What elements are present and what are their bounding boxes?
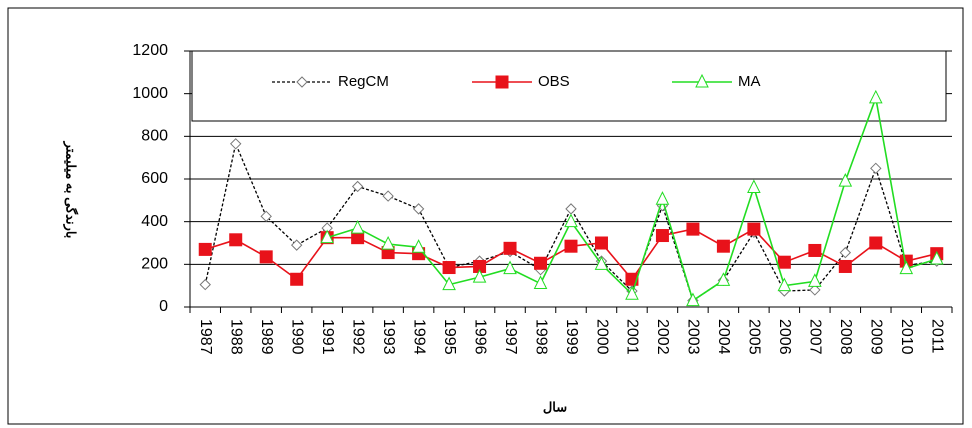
marker bbox=[381, 235, 395, 250]
x-tick-label: 2000 bbox=[593, 319, 610, 355]
x-tick-label: 2010 bbox=[898, 319, 915, 355]
marker bbox=[929, 250, 944, 265]
x-tick-label: 1989 bbox=[258, 319, 275, 355]
marker bbox=[259, 250, 273, 264]
legend-marker bbox=[296, 76, 308, 88]
marker bbox=[655, 191, 670, 205]
marker bbox=[260, 210, 272, 223]
marker bbox=[809, 284, 821, 296]
x-tick-label: 2008 bbox=[837, 319, 854, 355]
marker bbox=[472, 269, 487, 283]
marker bbox=[808, 273, 822, 287]
marker bbox=[869, 236, 883, 250]
x-tick-label: 1996 bbox=[471, 319, 488, 355]
x-tick-label: 2006 bbox=[776, 319, 793, 355]
x-tick-label: 2003 bbox=[685, 319, 702, 355]
y-tick-label: 200 bbox=[141, 256, 168, 273]
x-tick-label: 1991 bbox=[319, 319, 336, 355]
marker bbox=[412, 203, 425, 215]
marker bbox=[290, 272, 304, 286]
marker bbox=[533, 275, 548, 290]
x-tick-label: 1987 bbox=[197, 319, 214, 355]
marker bbox=[594, 256, 609, 270]
x-axis-label: سال bbox=[543, 399, 567, 414]
marker bbox=[442, 276, 456, 291]
marker bbox=[625, 286, 639, 300]
y-tick-label: 600 bbox=[141, 170, 168, 187]
x-tick-label: 2011 bbox=[929, 319, 946, 354]
marker bbox=[716, 272, 731, 286]
x-tick-label: 1994 bbox=[410, 319, 427, 355]
marker bbox=[198, 242, 212, 256]
marker bbox=[655, 229, 669, 243]
y-tick-label: 400 bbox=[141, 213, 168, 230]
marker bbox=[411, 239, 426, 253]
marker bbox=[899, 260, 914, 275]
marker bbox=[716, 239, 730, 253]
x-tick-label: 2005 bbox=[746, 319, 763, 355]
marker bbox=[838, 173, 853, 187]
x-tick-label: 2002 bbox=[654, 319, 671, 355]
x-tick-label: 1988 bbox=[227, 319, 244, 355]
x-tick-label: 2001 bbox=[624, 319, 641, 355]
x-tick-label: 1997 bbox=[502, 319, 519, 355]
marker bbox=[290, 239, 303, 251]
marker bbox=[686, 222, 700, 236]
marker bbox=[868, 89, 883, 104]
x-tick-label: 2007 bbox=[807, 319, 824, 355]
marker bbox=[870, 162, 882, 175]
marker bbox=[382, 190, 394, 202]
marker bbox=[534, 256, 548, 270]
marker bbox=[350, 219, 365, 234]
marker bbox=[229, 233, 243, 247]
x-tick-label: 2004 bbox=[715, 319, 732, 355]
legend-label: RegCM bbox=[338, 73, 389, 90]
marker bbox=[777, 255, 791, 269]
marker bbox=[320, 229, 334, 244]
x-tick-label: 2009 bbox=[868, 319, 885, 355]
marker bbox=[351, 180, 364, 193]
marker bbox=[838, 259, 852, 273]
marker bbox=[503, 260, 517, 275]
y-tick-label: 1000 bbox=[132, 85, 168, 102]
marker bbox=[839, 246, 852, 259]
marker bbox=[747, 179, 761, 194]
marker bbox=[747, 222, 761, 236]
marker bbox=[564, 213, 578, 228]
y-axis-label: بارندگی به میلیمتر bbox=[63, 141, 80, 239]
x-tick-label: 1992 bbox=[349, 319, 366, 355]
legend-marker bbox=[695, 73, 709, 88]
y-tick-label: 800 bbox=[141, 128, 168, 145]
x-tick-label: 1990 bbox=[288, 319, 305, 355]
marker bbox=[199, 278, 211, 291]
legend-box bbox=[191, 50, 947, 122]
marker bbox=[777, 277, 792, 292]
x-tick-label: 1995 bbox=[441, 319, 458, 355]
marker bbox=[686, 292, 700, 307]
y-tick-label: 1200 bbox=[132, 42, 168, 59]
legend-label: MA bbox=[738, 73, 761, 90]
marker bbox=[503, 241, 517, 255]
marker bbox=[564, 239, 578, 253]
marker bbox=[808, 243, 822, 257]
y-tick-label: 0 bbox=[159, 298, 168, 315]
x-tick-label: 1998 bbox=[532, 319, 549, 355]
marker bbox=[230, 138, 242, 150]
x-tick-label: 1993 bbox=[380, 319, 397, 355]
legend-marker bbox=[495, 75, 509, 89]
legend-label: OBS bbox=[538, 73, 570, 90]
marker bbox=[594, 236, 608, 250]
marker bbox=[442, 261, 456, 275]
x-tick-label: 1999 bbox=[563, 319, 580, 355]
